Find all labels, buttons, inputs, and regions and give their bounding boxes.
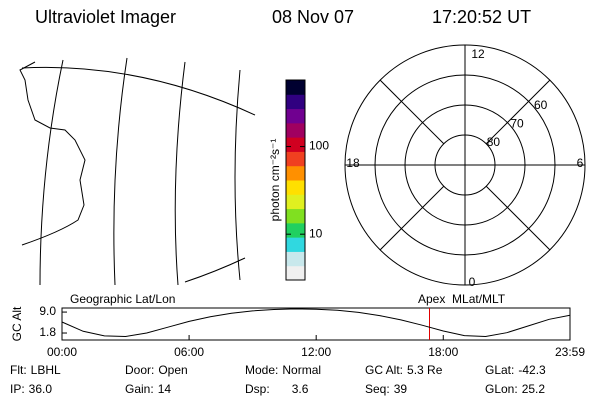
- colorbar: 10 100: [285, 79, 329, 281]
- status-value: Normal: [282, 363, 321, 377]
- color-step: [286, 122, 305, 138]
- x-tick-label: 23:59: [555, 345, 585, 359]
- ring-label: 60: [534, 98, 548, 112]
- color-step: [286, 137, 305, 152]
- status-item: GLon: 25.2: [485, 382, 545, 396]
- mlt-label: 6: [577, 156, 584, 170]
- status-item: IP: 36.0: [10, 382, 52, 396]
- diagonal: [485, 185, 551, 251]
- status-value: LBHL: [31, 363, 61, 377]
- status-item: GLat: -42.3: [485, 363, 546, 377]
- mlt-label: 12: [471, 47, 485, 61]
- color-step: [286, 94, 305, 110]
- color-step: [286, 251, 305, 267]
- diagonal: [485, 79, 551, 145]
- status-label: GLat:: [485, 363, 514, 377]
- right-label: Apex MLat/MLT: [418, 292, 506, 306]
- y-tick-label: 9.0: [39, 304, 56, 318]
- left-label: Geographic Lat/Lon: [70, 292, 175, 306]
- color-step: [286, 265, 305, 281]
- status-item: GC Alt: 5.3 Re: [365, 363, 443, 377]
- status-value: -42.3: [518, 363, 546, 377]
- status-item: Flt: LBHL: [10, 363, 61, 377]
- color-step: [286, 151, 305, 167]
- status-label: Mode:: [245, 363, 278, 377]
- status-label: Dsp:: [245, 382, 270, 396]
- status-item: Seq: 39: [365, 382, 407, 396]
- color-step: [286, 208, 305, 224]
- status-value: 39: [394, 382, 408, 396]
- y-tick-label: 1.8: [39, 325, 56, 339]
- status-label: GC Alt:: [365, 363, 403, 377]
- status-label: Flt:: [10, 363, 27, 377]
- time: 17:20:52 UT: [432, 7, 531, 27]
- status-label: Seq:: [365, 382, 390, 396]
- ring-label: 80: [487, 135, 501, 149]
- x-tick-label: 06:00: [174, 345, 204, 359]
- tick-label: 10: [309, 226, 323, 240]
- status-label: Door:: [125, 363, 154, 377]
- status-label: GLon:: [485, 382, 518, 396]
- status-value: 3.6: [292, 382, 309, 396]
- geo-map: [19, 57, 256, 286]
- color-step: [286, 194, 305, 210]
- color-step: [286, 237, 305, 252]
- status-item: Mode: Normal: [245, 363, 321, 377]
- x-tick-label: 00:00: [47, 345, 77, 359]
- diagonal: [379, 185, 445, 251]
- mlt-label: 0: [469, 275, 476, 289]
- colorbar-frame: [285, 79, 306, 281]
- status-value: 14: [158, 382, 172, 396]
- date: 08 Nov 07: [272, 7, 354, 27]
- x-tick-label: 18:00: [428, 345, 458, 359]
- color-step: [286, 222, 305, 238]
- footer: Flt: LBHL Door: Open Mode: Normal GC Alt: 5.3 R…: [10, 363, 546, 396]
- status-label: Gain:: [125, 382, 154, 396]
- status-value: 36.0: [29, 382, 53, 396]
- color-step: [286, 180, 305, 195]
- color-step: [286, 108, 305, 124]
- x-tick-label: 12:00: [301, 345, 331, 359]
- color-step: [286, 165, 305, 181]
- status-label: IP:: [10, 382, 25, 396]
- status-item: Door: Open: [125, 363, 188, 377]
- altitude-plot: 9.0 1.8 00:00 06:00 12:00 18:00 23:59: [39, 304, 585, 359]
- status-item: Dsp: 3.6: [245, 382, 309, 396]
- mlt-label: 18: [346, 156, 360, 170]
- tick-label: 100: [309, 139, 329, 153]
- ring-label: 70: [510, 117, 524, 131]
- status-item: Gain: 14: [125, 382, 171, 396]
- status-value: 25.2: [522, 382, 546, 396]
- color-step: [286, 80, 305, 95]
- altitude-line: [61, 308, 571, 338]
- instrument: Ultraviolet Imager: [35, 7, 176, 27]
- status-value: 5.3 Re: [407, 363, 443, 377]
- diagonal: [379, 79, 445, 145]
- status-value: Open: [158, 363, 187, 377]
- colorbar-label: photon cm⁻²s⁻¹: [268, 139, 282, 222]
- y-label: GC Alt: [10, 306, 24, 341]
